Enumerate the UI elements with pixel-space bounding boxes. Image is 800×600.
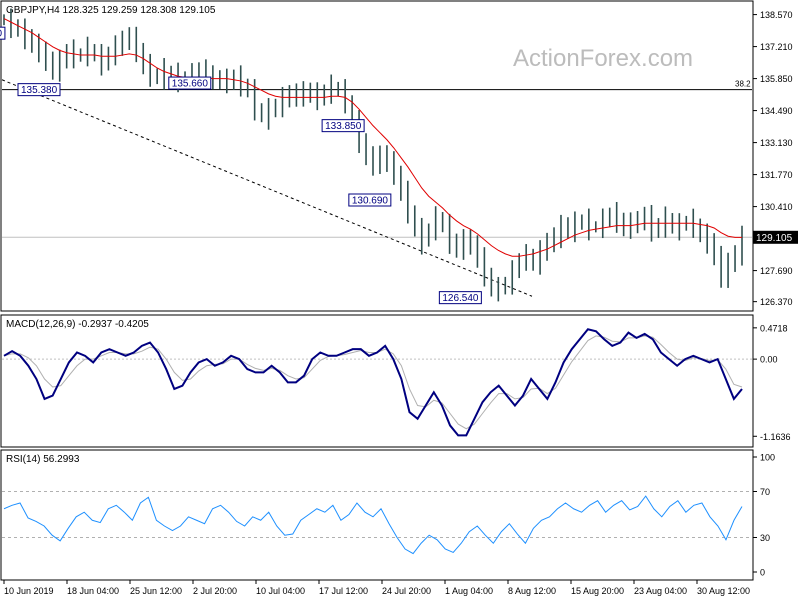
- time-tick-label: 15 Aug 20:00: [571, 586, 624, 596]
- price-annotation-box: [0, 26, 6, 40]
- price-annotation-label: 133.850: [325, 121, 362, 132]
- time-tick-label: 8 Aug 12:00: [508, 586, 556, 596]
- price-tick-label: 133.130: [760, 138, 793, 148]
- price-tick-label: 130.410: [760, 202, 793, 212]
- macd-panel-frame: [0, 314, 754, 448]
- time-tick-label: 24 Jul 20:00: [382, 586, 431, 596]
- macd-axis: 0.4718 0.00 -1.1636: [753, 323, 791, 442]
- price-panel: ActionForex.com GBPJPY,H4 128.325 129.25…: [0, 0, 798, 312]
- macd-tick-label: -1.1636: [760, 432, 791, 442]
- price-annotation-box: [321, 119, 365, 133]
- rsi-level-lines: [2, 491, 752, 538]
- price-annotation-box: [348, 193, 392, 207]
- rsi-line: [3, 495, 743, 555]
- price-annotation-label: 130.690: [352, 196, 389, 207]
- time-tick-label: 10 Jun 2019: [4, 586, 54, 596]
- price-tick-label: 131.770: [760, 170, 793, 180]
- macd-signal-line: [3, 335, 743, 430]
- time-tick-label: 25 Jun 12:00: [130, 586, 182, 596]
- price-annotation-box: [168, 76, 212, 90]
- rsi-tick-label: 70: [760, 487, 770, 497]
- moving-average-line: [3, 18, 742, 257]
- rsi-tick-label: 30: [760, 533, 770, 543]
- time-tick-label: 18 Jun 04:00: [67, 586, 119, 596]
- macd-tick-label: 0.00: [760, 355, 778, 365]
- macd-line: [3, 328, 743, 437]
- rsi-label: RSI(14) 56.2993: [6, 454, 80, 465]
- time-axis: 10 Jun 2019 18 Jun 04:00 25 Jun 12:00 2 Jul…: [3, 580, 750, 596]
- current-price-label: 129.105: [756, 233, 793, 244]
- candles: [3, 8, 743, 302]
- rsi-tick-label: 0: [760, 568, 765, 578]
- macd-label: MACD(12,26,9) -0.2937 -0.4205: [6, 319, 149, 330]
- price-annotation-box: [438, 291, 482, 305]
- price-tick-label: 126.370: [760, 297, 793, 307]
- rsi-panel-frame: [0, 449, 754, 581]
- time-tick-label: 2 Jul 20:00: [193, 586, 237, 596]
- price-tick-label: 137.210: [760, 42, 793, 52]
- price-tick-label: 127.690: [760, 266, 793, 276]
- price-panel-frame: [0, 0, 754, 312]
- price-header: GBPJPY,H4 128.325 129.259 128.308 129.10…: [6, 5, 216, 16]
- price-annotation-label: 135.660: [172, 79, 209, 90]
- price-annotation-label: 126.540: [442, 293, 479, 304]
- time-tick-label: 30 Aug 12:00: [697, 586, 750, 596]
- time-tick-label: 10 Jul 04:00: [256, 586, 305, 596]
- price-annotation-label: 135.380: [21, 85, 58, 96]
- current-price-box: [753, 230, 798, 244]
- price-tick-label: 135.850: [760, 74, 793, 84]
- price-tick-label: 134.490: [760, 106, 793, 116]
- rsi-tick-label: 100: [760, 453, 775, 463]
- rsi-panel: RSI(14) 56.2993 100 70 30 0: [0, 449, 775, 581]
- price-annotation-box: [17, 83, 61, 97]
- time-tick-label: 1 Aug 04:00: [445, 586, 493, 596]
- price-tick-label: 138.570: [760, 10, 793, 20]
- macd-panel: MACD(12,26,9) -0.2937 -0.4205 0.4718 0.00…: [0, 314, 791, 448]
- fibonacci-level-label: 38.2: [735, 80, 751, 89]
- watermark: ActionForex.com: [513, 45, 693, 72]
- price-axis: 138.570 137.210 135.850 134.490 133.130 131.7…: [753, 10, 793, 307]
- macd-tick-label: 0.4718: [760, 323, 788, 333]
- time-tick-label: 17 Jul 12:00: [319, 586, 368, 596]
- price-annotations: 137.780 135.380 135.660 133.850 130.690 126.5…: [0, 26, 482, 305]
- rsi-axis: 100 70 30 0: [753, 453, 775, 578]
- price-annotation-label: 137.780: [0, 29, 3, 40]
- time-tick-label: 23 Aug 04:00: [634, 586, 687, 596]
